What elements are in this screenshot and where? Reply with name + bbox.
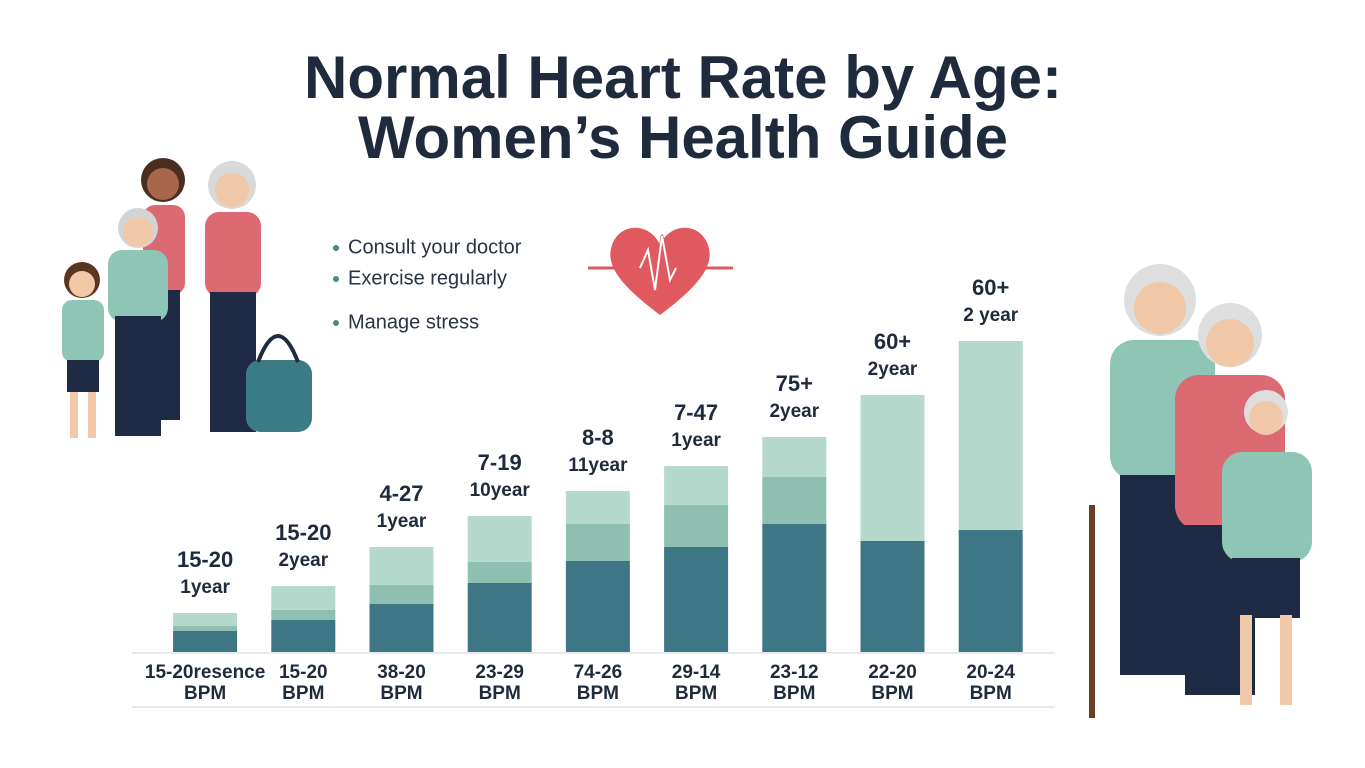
bar-label: 15-20 [177,547,233,572]
x-tick-sublabel: BPM [380,683,422,704]
tip: Consult your doctor [348,236,522,258]
bar-segment [467,562,532,583]
bar-label: 75+ [776,371,813,396]
x-tick-sublabel: BPM [970,683,1012,704]
bar-segment [565,561,630,652]
title-line: Women’s Health Guide [358,104,1008,171]
bar-segment [664,505,729,547]
bar-segment [467,583,532,652]
x-tick-label: 29-14 [672,662,721,683]
bar-segment [664,466,729,505]
x-tick-sublabel: BPM [282,683,324,704]
bar-sublabel: 1year [180,577,230,598]
bar-label: 60+ [972,275,1009,300]
bar-segment [664,547,729,652]
bar-sublabel: 2 year [963,305,1019,326]
bar-segment [369,585,434,604]
x-tick-sublabel: BPM [871,683,913,704]
bar-label: 60+ [874,329,911,354]
bar-sublabel: 2year [278,550,328,571]
x-tick-sublabel: BPM [479,683,521,704]
bar-segment [173,626,238,631]
tip: Exercise regularly [348,267,507,289]
bar-label: 8-8 [582,425,614,450]
tips: Consult your doctor Exercise regularly M… [333,236,522,333]
bar-segment [860,541,925,652]
bar-segment [762,437,827,477]
bar-segment [565,491,630,524]
x-tick-label: 15-20resence [145,662,265,683]
bar-segment [271,586,336,610]
x-tick-label: 38-20 [377,662,426,683]
bar-sublabel: 2year [868,359,918,380]
bar-label: 7-19 [478,450,522,475]
x-tick-sublabel: BPM [773,683,815,704]
x-tick-label: 20-24 [966,662,1015,683]
title-line: Normal Heart Rate by Age: [304,44,1062,111]
bar-segment [958,530,1023,652]
bullet [333,245,339,251]
x-tick-sublabel: BPM [184,683,226,704]
bar-sublabel: 11year [568,455,628,476]
bar-segment [369,604,434,652]
bullet [333,276,339,282]
bar-segment [565,524,630,561]
x-tick-sublabel: BPM [577,683,619,704]
bar-sublabel: 10year [470,480,531,501]
heart-icon [588,227,733,315]
family-left [62,158,312,438]
bar-segment [860,395,925,541]
x-tick-label: 23-12 [770,662,819,683]
bar-segment [762,524,827,652]
bullet [333,320,339,326]
tip: Manage stress [348,311,479,333]
x-tick-label: 74-26 [574,662,623,683]
x-tick-label: 22-20 [868,662,917,683]
bar-sublabel: 1year [377,511,427,532]
bar-label: 4-27 [379,481,423,506]
bar-segment [271,620,336,652]
bar-segment [173,613,238,626]
x-tick-sublabel: BPM [675,683,717,704]
x-tick-label: 15-20 [279,662,328,683]
bar-sublabel: 2year [769,401,819,422]
bar-segment [173,631,238,652]
bar-segment [762,477,827,524]
bar-segment [271,610,336,620]
bar-label: 7-47 [674,400,718,425]
bar-segment [369,547,434,585]
x-tick-label: 23-29 [475,662,524,683]
family-right [1089,264,1312,718]
bar-segment [467,516,532,562]
bar-label: 15-20 [275,520,331,545]
bar-sublabel: 1year [671,430,721,451]
bar-segment [958,341,1023,530]
